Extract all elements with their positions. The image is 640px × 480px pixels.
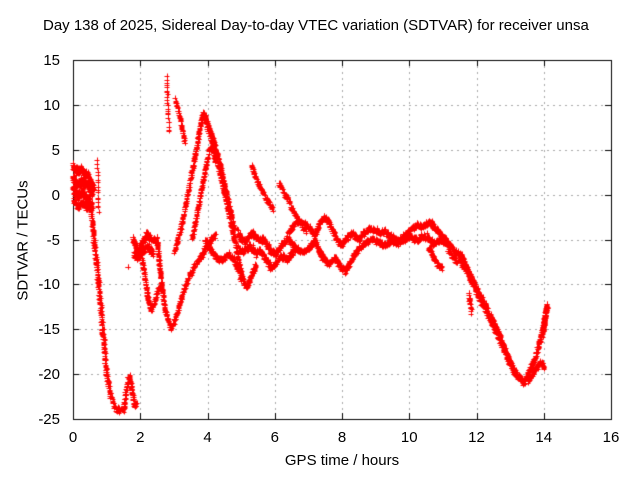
y-tick-label: -20 xyxy=(38,366,60,384)
x-tick-label: 12 xyxy=(468,429,485,446)
y-tick-label: 10 xyxy=(43,96,60,114)
x-tick-label: 8 xyxy=(337,429,347,446)
y-tick-label: -15 xyxy=(38,321,60,339)
x-tick-label: 16 xyxy=(602,429,620,446)
y-tick-label: -10 xyxy=(38,276,60,294)
x-axis-title: GPS time / hours xyxy=(284,452,400,469)
x-tick-label: 10 xyxy=(400,429,418,446)
y-tick-label: -5 xyxy=(46,231,60,249)
x-tick-label: 4 xyxy=(203,429,212,446)
x-tick-label: 2 xyxy=(136,429,145,446)
y-tick-label: 15 xyxy=(43,52,60,69)
chart-title: Day 138 of 2025, Sidereal Day-to-day VTE… xyxy=(43,17,589,34)
y-tick-label: 5 xyxy=(51,141,60,159)
x-tick-label: 0 xyxy=(68,429,78,446)
x-tick-label: 14 xyxy=(535,429,553,446)
x-tick-label: 6 xyxy=(270,429,279,446)
y-tick-label: 0 xyxy=(51,186,60,204)
y-tick-label: -25 xyxy=(38,411,60,428)
